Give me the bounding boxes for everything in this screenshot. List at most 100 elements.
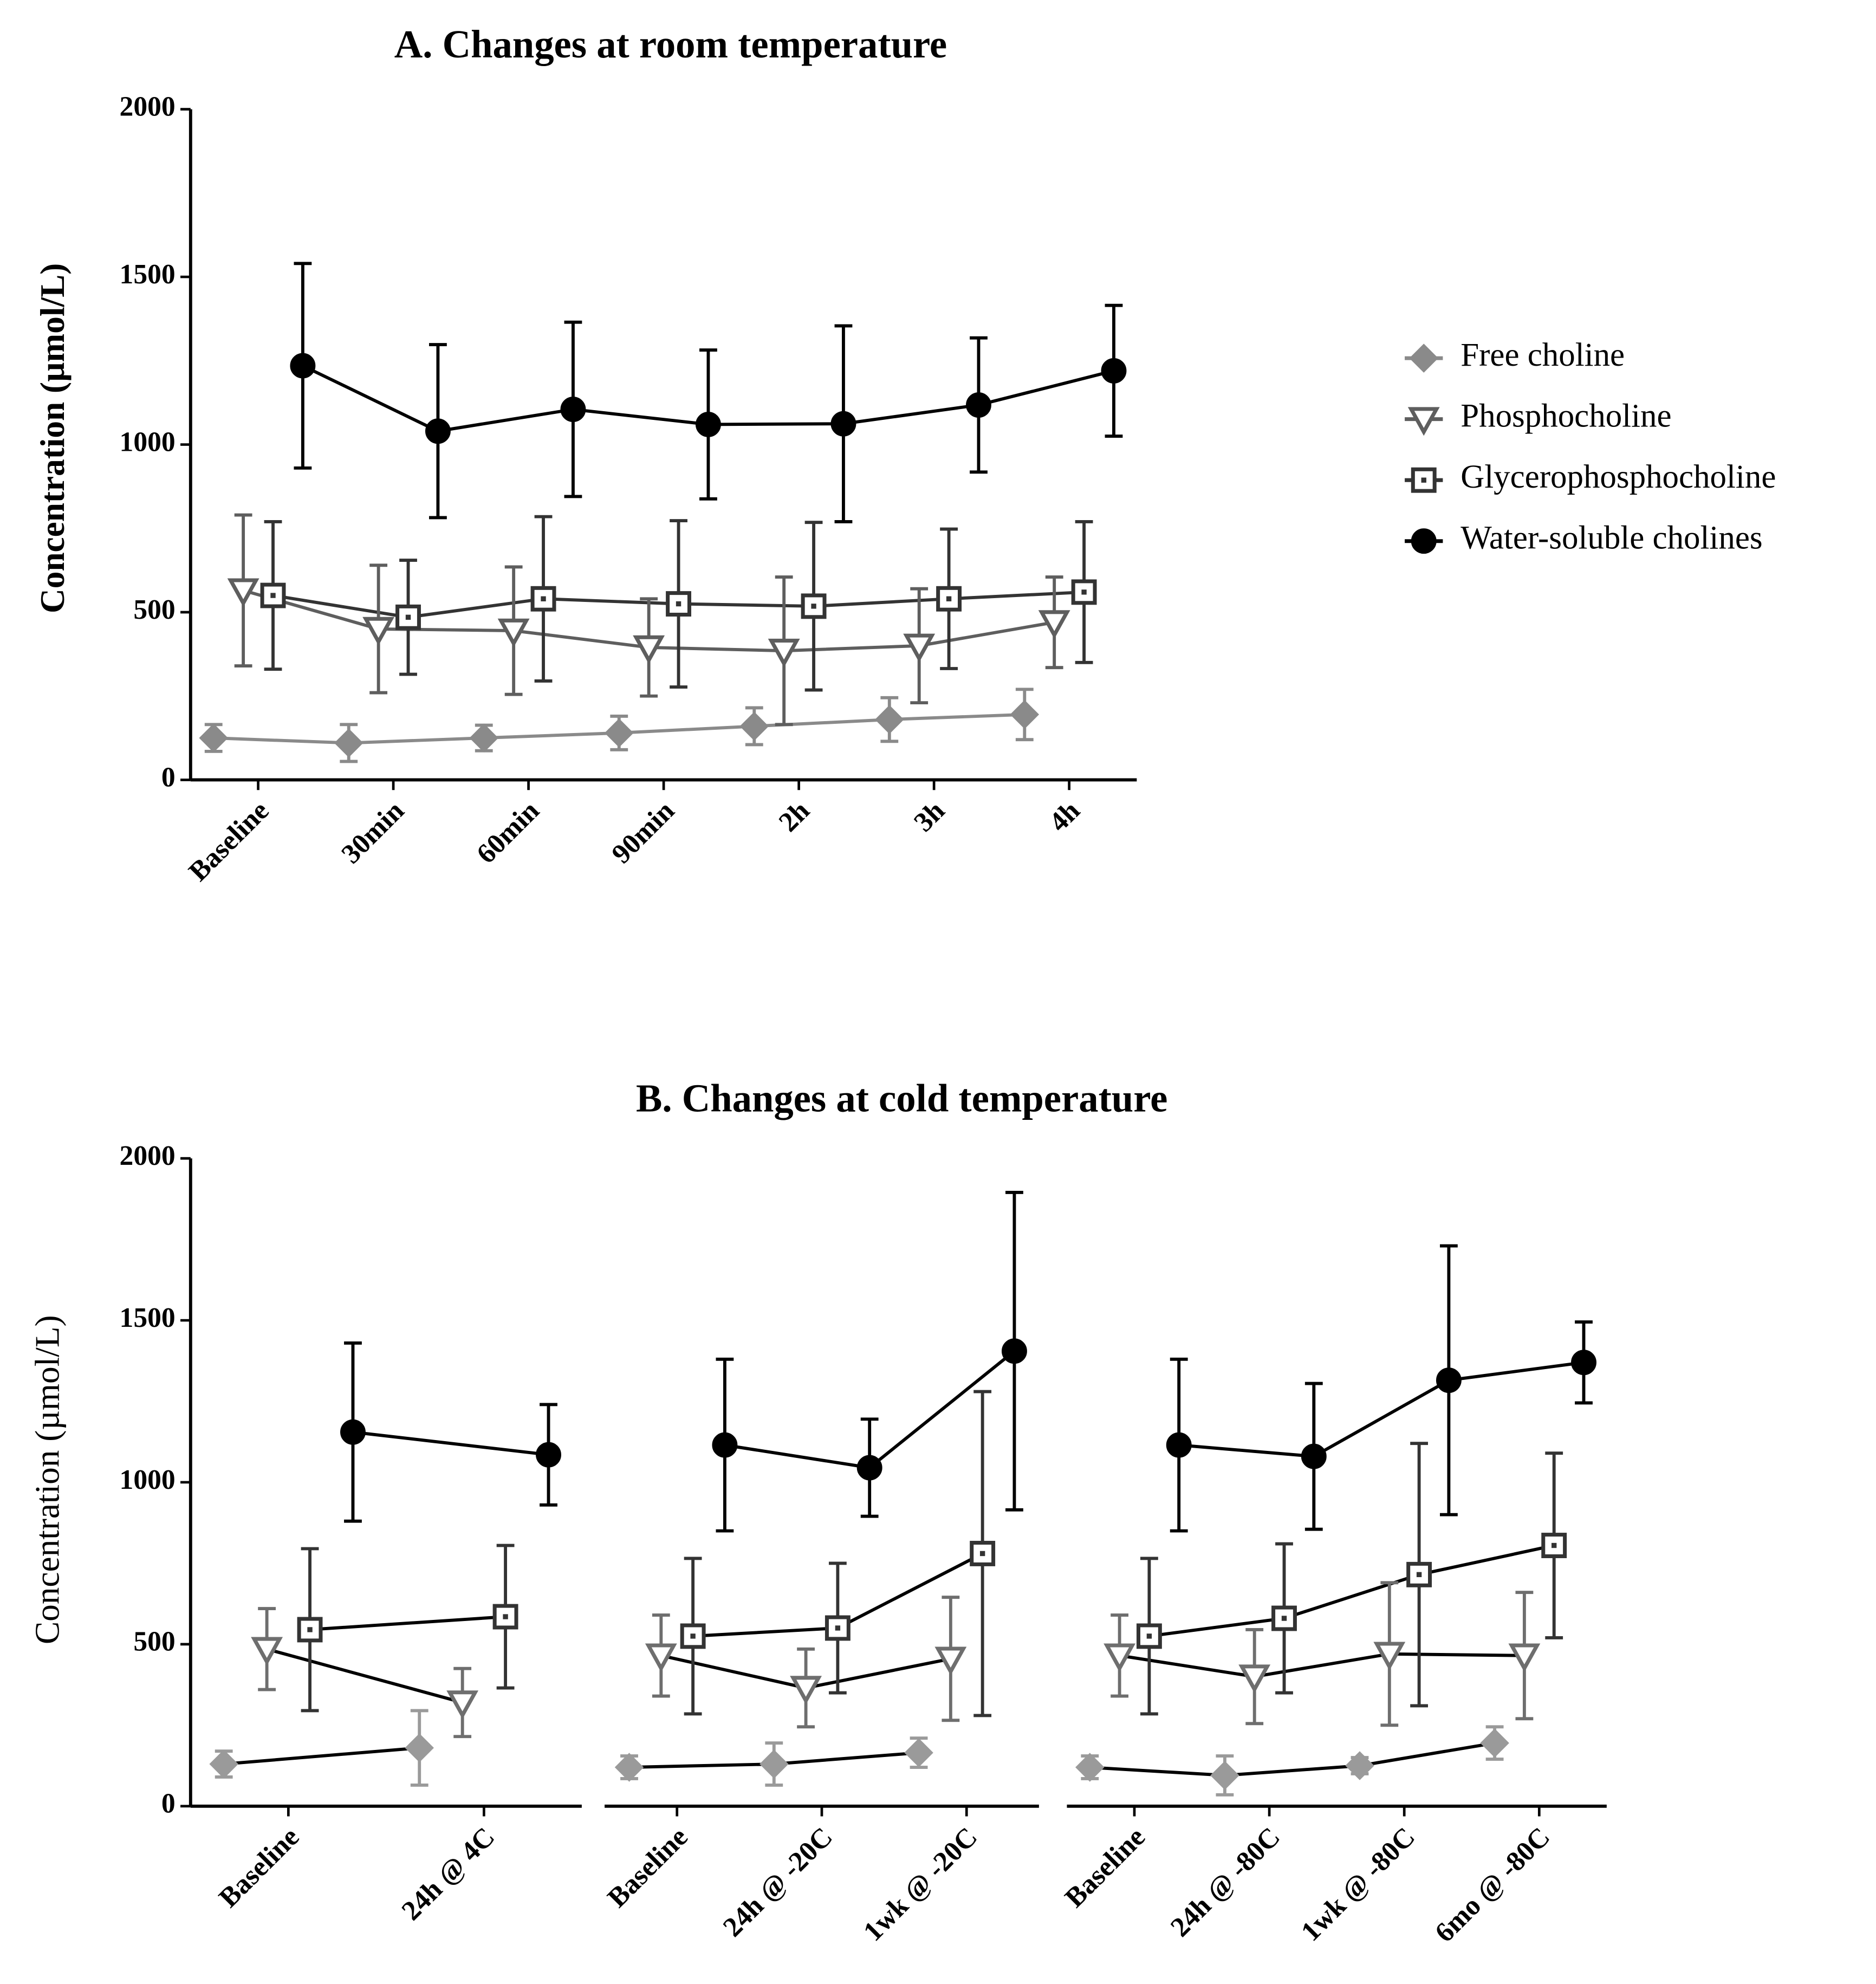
marker-dot	[1552, 1542, 1557, 1548]
marker	[1038, 610, 1070, 639]
marker	[1373, 1642, 1406, 1671]
series-line	[309, 1615, 506, 1631]
x-tick-label: 4h	[1043, 795, 1086, 838]
marker	[1409, 343, 1439, 373]
marker-dot	[270, 593, 276, 598]
marker	[1301, 1443, 1327, 1469]
y-tick-label: 0	[161, 762, 176, 793]
x-tick-label: 1wk @ -20C	[858, 1821, 983, 1947]
legend-label: Phosphocholine	[1460, 398, 1671, 435]
marker	[1075, 1753, 1105, 1782]
marker	[530, 586, 556, 612]
marker	[966, 392, 991, 418]
x-tick-label: Baseline	[183, 795, 275, 887]
marker	[1411, 528, 1437, 554]
marker-dot	[1146, 1633, 1152, 1639]
marker	[768, 638, 800, 667]
marker-dot	[1421, 477, 1426, 483]
marker	[1210, 1761, 1239, 1790]
marker	[790, 1676, 822, 1705]
x-tick-label: 30min	[335, 795, 410, 870]
y-tick-label: 2000	[120, 91, 176, 122]
marker-dot	[979, 1551, 985, 1557]
series-line	[266, 1648, 463, 1704]
marker	[760, 1749, 789, 1779]
x-tick-label: 24h @ -80C	[1165, 1821, 1286, 1943]
marker	[1436, 1367, 1462, 1393]
marker	[633, 635, 665, 664]
marker-dot	[811, 604, 816, 609]
marker	[856, 1455, 882, 1481]
marker	[904, 1738, 933, 1767]
y-tick-label: 0	[161, 1788, 176, 1819]
y-axis-label: Concentration (µmol/L)	[34, 263, 72, 613]
chart-title: A. Changes at room temperature	[394, 22, 947, 66]
series-line	[1089, 1741, 1495, 1777]
y-tick-label: 2000	[120, 1140, 176, 1171]
marker	[1002, 1338, 1027, 1364]
marker	[801, 593, 827, 619]
x-tick-label: 6mo @ -80C	[1429, 1821, 1556, 1948]
marker	[645, 1643, 677, 1672]
y-tick-label: 500	[133, 594, 175, 625]
marker	[875, 705, 904, 734]
marker	[903, 633, 936, 663]
series-line	[1119, 1652, 1524, 1678]
marker	[334, 728, 363, 758]
marker-dot	[690, 1633, 696, 1639]
marker	[1101, 358, 1127, 384]
marker-dot	[946, 596, 952, 601]
legend-label: Glycerophosphocholine	[1460, 459, 1776, 495]
marker-dot	[503, 1614, 508, 1619]
marker-dot	[307, 1627, 313, 1632]
marker	[934, 1646, 967, 1676]
marker	[1407, 407, 1440, 436]
x-tick-label: Baseline	[602, 1821, 694, 1914]
marker	[1508, 1643, 1541, 1672]
marker	[1010, 700, 1040, 729]
x-tick-label: Baseline	[1059, 1821, 1151, 1914]
x-tick-label: Baseline	[213, 1821, 305, 1914]
marker	[1571, 1350, 1596, 1376]
y-tick-label: 500	[133, 1626, 175, 1657]
x-tick-label: 60min	[471, 795, 546, 870]
marker	[362, 617, 395, 646]
marker	[680, 1623, 706, 1649]
marker	[1271, 1605, 1297, 1631]
marker	[712, 1432, 738, 1458]
marker-dot	[676, 601, 681, 607]
marker	[1345, 1751, 1374, 1780]
marker	[425, 418, 451, 444]
marker	[695, 411, 721, 437]
marker	[251, 1637, 283, 1666]
marker	[497, 618, 530, 647]
x-tick-label: 24h @ 4C	[396, 1821, 501, 1927]
series-line	[223, 1746, 420, 1766]
y-tick-label: 1000	[120, 426, 176, 457]
marker-dot	[1281, 1616, 1287, 1621]
marker	[1103, 1643, 1136, 1672]
y-axis-label: Concentration (µmol/L)	[28, 1315, 66, 1644]
marker	[209, 1749, 238, 1779]
series-line	[353, 1430, 549, 1457]
legend-label: Free choline	[1460, 337, 1625, 373]
x-tick-label: 1wk @ -80C	[1295, 1821, 1421, 1947]
marker	[830, 411, 856, 437]
marker	[469, 723, 499, 753]
marker-dot	[835, 1625, 841, 1631]
y-tick-label: 1000	[120, 1464, 176, 1495]
marker	[970, 1541, 996, 1566]
marker-dot	[1081, 589, 1087, 595]
marker	[1166, 1432, 1192, 1458]
chart-title: B. Changes at cold temperature	[636, 1077, 1167, 1120]
marker	[614, 1753, 644, 1782]
marker	[290, 353, 316, 379]
marker-dot	[541, 596, 546, 601]
marker	[1136, 1623, 1162, 1649]
marker	[446, 1690, 479, 1720]
marker-dot	[1416, 1572, 1422, 1578]
y-tick-label: 1500	[120, 1302, 176, 1333]
series-line	[1149, 1544, 1555, 1638]
x-tick-label: 2h	[773, 795, 816, 838]
marker	[340, 1419, 366, 1445]
